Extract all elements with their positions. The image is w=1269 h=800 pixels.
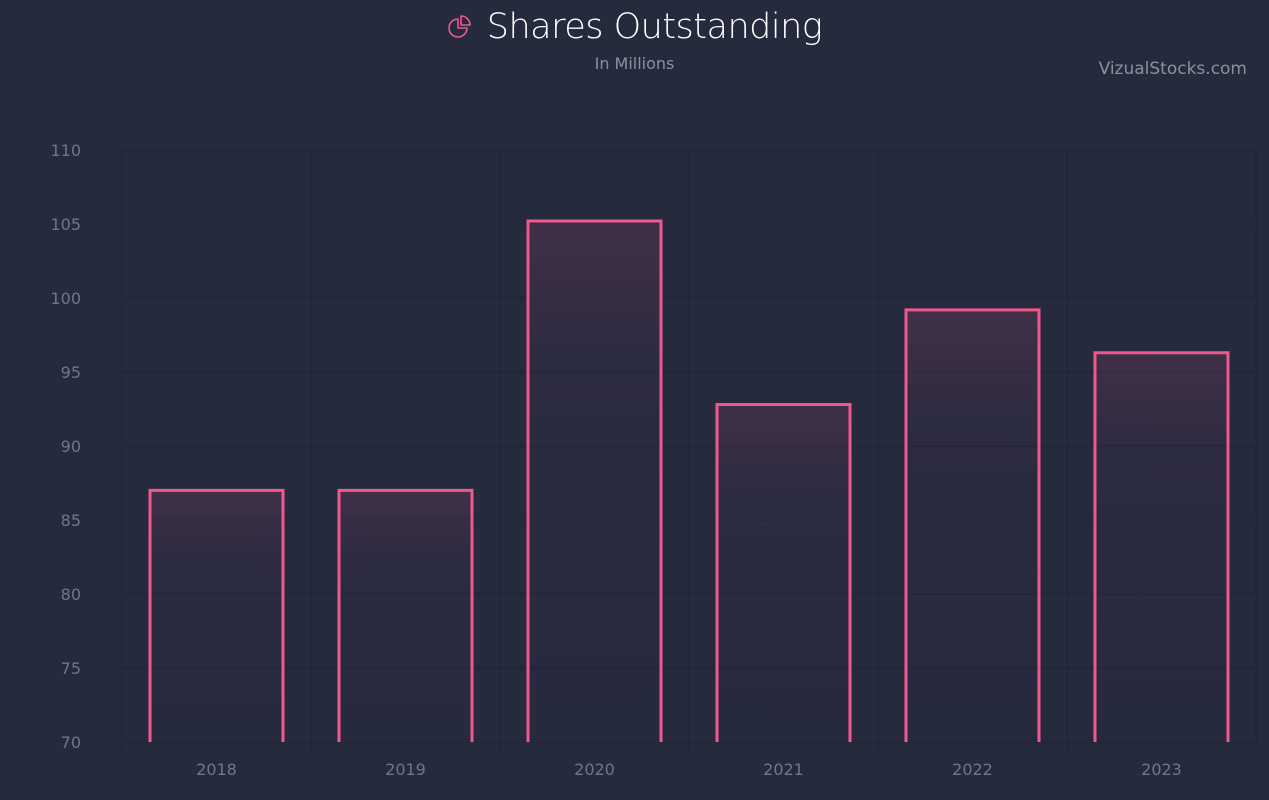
bar-fill (150, 490, 283, 742)
bar-fill (528, 221, 661, 743)
y-tick-label: 110 (50, 141, 81, 160)
x-tick-label: 2021 (763, 760, 804, 779)
bar-2023[interactable] (1093, 351, 1230, 742)
x-tick-label: 2020 (574, 760, 615, 779)
bar-2022[interactable] (904, 308, 1041, 742)
pie-chart-icon (447, 14, 473, 40)
x-axis-ticks: 2018 2019 2020 2021 2022 2023 (196, 760, 1182, 779)
title-row: Shares Outstanding (447, 6, 823, 48)
y-tick-label: 70 (61, 733, 81, 752)
x-tick-label: 2022 (952, 760, 993, 779)
y-axis-ticks: 70 75 80 85 90 95 100 105 110 (50, 141, 81, 752)
bar-2018[interactable] (148, 488, 285, 742)
grid-lines (121, 149, 1257, 750)
bar-fill (717, 404, 850, 742)
y-tick-label: 75 (61, 659, 81, 678)
y-tick-label: 80 (61, 585, 81, 604)
bar-2020[interactable] (526, 219, 663, 742)
bar-fill (1095, 352, 1228, 742)
bars (148, 219, 1230, 743)
y-tick-label: 95 (61, 363, 81, 382)
x-tick-label: 2023 (1141, 760, 1182, 779)
x-tick-label: 2018 (196, 760, 237, 779)
bar-fill (906, 309, 1039, 742)
bar-fill (339, 490, 472, 742)
chart-header: Shares Outstanding (0, 6, 1269, 48)
y-tick-label: 90 (61, 437, 81, 456)
x-tick-label: 2019 (385, 760, 426, 779)
bar-2019[interactable] (337, 488, 474, 742)
bar-2021[interactable] (715, 403, 852, 742)
y-tick-label: 105 (50, 215, 81, 234)
watermark-link[interactable]: VizualStocks.com (1098, 59, 1247, 79)
y-tick-label: 100 (50, 289, 81, 308)
y-tick-label: 85 (61, 511, 81, 530)
chart-title: Shares Outstanding (486, 7, 823, 47)
chart-subtitle: In Millions (594, 54, 675, 73)
